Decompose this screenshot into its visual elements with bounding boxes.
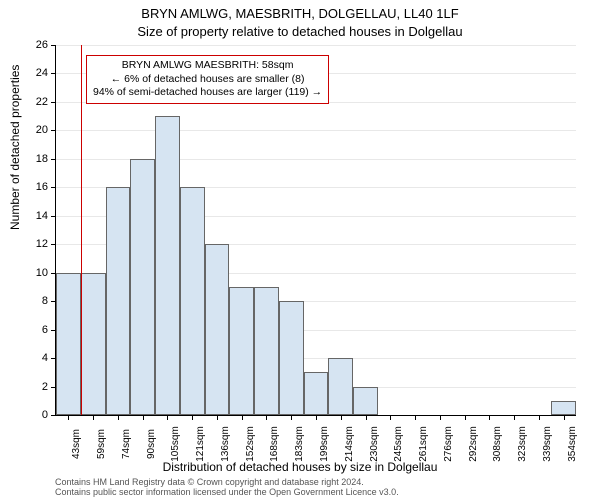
annotation-box: BRYN AMLWG MAESBRITH: 58sqm ← 6% of deta… bbox=[86, 55, 329, 104]
x-tick bbox=[366, 415, 367, 420]
y-tick bbox=[51, 216, 56, 217]
y-tick-label: 6 bbox=[42, 324, 48, 336]
chart-title-sub: Size of property relative to detached ho… bbox=[0, 24, 600, 39]
x-tick-label: 121sqm bbox=[195, 426, 206, 462]
y-tick-label: 20 bbox=[36, 124, 48, 136]
annotation-line3: 94% of semi-detached houses are larger (… bbox=[93, 86, 322, 100]
y-tick bbox=[51, 130, 56, 131]
y-tick bbox=[51, 187, 56, 188]
x-tick-label: 152sqm bbox=[245, 426, 256, 462]
x-tick-label: 308sqm bbox=[492, 426, 503, 462]
annotation-line2: ← 6% of detached houses are smaller (8) bbox=[93, 73, 322, 87]
x-tick-label: 105sqm bbox=[170, 426, 181, 462]
x-tick bbox=[68, 415, 69, 420]
x-tick bbox=[291, 415, 292, 420]
x-tick bbox=[440, 415, 441, 420]
histogram-bar bbox=[205, 244, 230, 415]
x-tick bbox=[266, 415, 267, 420]
y-tick bbox=[51, 45, 56, 46]
y-tick-label: 10 bbox=[36, 267, 48, 279]
x-tick bbox=[390, 415, 391, 420]
histogram-bar bbox=[180, 187, 205, 415]
x-tick-label: 74sqm bbox=[121, 429, 132, 459]
x-tick-label: 354sqm bbox=[567, 426, 578, 462]
x-tick-label: 59sqm bbox=[96, 429, 107, 459]
histogram-bar bbox=[155, 116, 180, 415]
histogram-bar bbox=[130, 159, 155, 415]
chart-container: BRYN AMLWG, MAESBRITH, DOLGELLAU, LL40 1… bbox=[0, 0, 600, 500]
x-tick bbox=[316, 415, 317, 420]
histogram-bar bbox=[254, 287, 279, 415]
x-tick-label: 199sqm bbox=[319, 426, 330, 462]
x-tick bbox=[514, 415, 515, 420]
x-tick-label: 183sqm bbox=[294, 426, 305, 462]
x-tick bbox=[143, 415, 144, 420]
histogram-bar bbox=[229, 287, 254, 415]
gridline bbox=[56, 45, 576, 46]
gridline bbox=[56, 130, 576, 131]
histogram-bar bbox=[304, 372, 329, 415]
y-tick-label: 8 bbox=[42, 295, 48, 307]
y-tick bbox=[51, 159, 56, 160]
x-tick-label: 43sqm bbox=[71, 429, 82, 459]
x-tick-label: 245sqm bbox=[393, 426, 404, 462]
x-tick bbox=[465, 415, 466, 420]
x-tick bbox=[564, 415, 565, 420]
y-tick bbox=[51, 73, 56, 74]
y-tick-label: 22 bbox=[36, 96, 48, 108]
x-tick-label: 339sqm bbox=[542, 426, 553, 462]
footer-attribution: Contains HM Land Registry data © Crown c… bbox=[55, 478, 399, 498]
y-tick-label: 18 bbox=[36, 153, 48, 165]
x-tick bbox=[415, 415, 416, 420]
x-axis-label: Distribution of detached houses by size … bbox=[0, 460, 600, 474]
x-tick-label: 323sqm bbox=[517, 426, 528, 462]
histogram-bar bbox=[328, 358, 353, 415]
histogram-bar bbox=[106, 187, 131, 415]
y-tick-label: 14 bbox=[36, 210, 48, 222]
y-tick-label: 16 bbox=[36, 181, 48, 193]
x-tick bbox=[341, 415, 342, 420]
y-tick bbox=[51, 102, 56, 103]
histogram-bar bbox=[551, 401, 576, 415]
histogram-bar bbox=[56, 273, 81, 415]
x-tick-label: 136sqm bbox=[220, 426, 231, 462]
x-tick bbox=[118, 415, 119, 420]
x-tick-label: 90sqm bbox=[146, 429, 157, 459]
y-axis-label: Number of detached properties bbox=[8, 65, 22, 230]
y-tick-label: 4 bbox=[42, 352, 48, 364]
histogram-bar bbox=[353, 387, 378, 415]
y-tick-label: 12 bbox=[36, 238, 48, 250]
x-tick bbox=[93, 415, 94, 420]
histogram-bar bbox=[81, 273, 106, 415]
x-tick bbox=[539, 415, 540, 420]
plot-area: 43sqm59sqm74sqm90sqm105sqm121sqm136sqm15… bbox=[55, 45, 576, 416]
x-tick bbox=[242, 415, 243, 420]
x-tick-label: 214sqm bbox=[344, 426, 355, 462]
footer-line2: Contains public sector information licen… bbox=[55, 488, 399, 498]
x-tick-label: 168sqm bbox=[269, 426, 280, 462]
x-tick-label: 292sqm bbox=[468, 426, 479, 462]
chart-title-main: BRYN AMLWG, MAESBRITH, DOLGELLAU, LL40 1… bbox=[0, 6, 600, 21]
x-tick-label: 261sqm bbox=[418, 426, 429, 462]
x-tick bbox=[217, 415, 218, 420]
y-tick-label: 2 bbox=[42, 381, 48, 393]
x-tick bbox=[167, 415, 168, 420]
x-tick bbox=[489, 415, 490, 420]
y-tick bbox=[51, 244, 56, 245]
x-tick-label: 230sqm bbox=[369, 426, 380, 462]
annotation-line1: BRYN AMLWG MAESBRITH: 58sqm bbox=[93, 59, 322, 73]
y-tick-label: 24 bbox=[36, 67, 48, 79]
x-tick-label: 276sqm bbox=[443, 426, 454, 462]
y-tick-label: 26 bbox=[36, 39, 48, 51]
x-tick bbox=[192, 415, 193, 420]
marker-line bbox=[81, 45, 82, 415]
y-tick-label: 0 bbox=[42, 409, 48, 421]
histogram-bar bbox=[279, 301, 304, 415]
y-tick bbox=[51, 415, 56, 416]
